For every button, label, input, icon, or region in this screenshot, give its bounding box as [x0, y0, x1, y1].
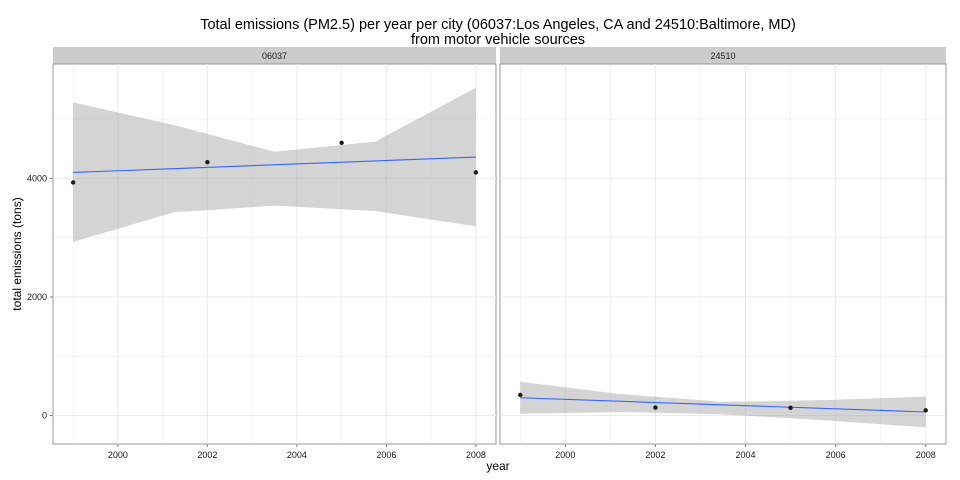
- y-axis-title: total emissions (tons): [10, 197, 24, 310]
- regression-line: [520, 397, 926, 413]
- strip-label-24510: 24510: [710, 51, 735, 61]
- y-axis: 0 2000 4000: [27, 173, 53, 421]
- x-tick-label: 2004: [736, 450, 756, 460]
- x-tick-label: 2002: [645, 450, 665, 460]
- panel-area: [52, 63, 497, 445]
- data-point: [473, 170, 479, 175]
- data-point: [339, 140, 344, 145]
- grid: [53, 64, 496, 444]
- x-tick-label: 2006: [376, 450, 396, 460]
- x-axis-title: year: [486, 459, 509, 473]
- strip-background: [500, 47, 946, 64]
- panel-area: [499, 63, 947, 445]
- x-tick-label: 2000: [108, 450, 128, 460]
- chart-title-line1: Total emissions (PM2.5) per year per cit…: [200, 17, 796, 33]
- x-tick-label: 2008: [916, 450, 936, 460]
- x-tick-label: 2006: [826, 450, 846, 460]
- fit-line: [520, 397, 926, 413]
- x-axis: 2000 2002 2004 2006 2008 2000 2002 2004 2006 2008: [108, 444, 936, 460]
- panel-24510: 24510: [499, 47, 947, 445]
- panel-06037: 06037: [52, 47, 497, 445]
- data-point: [70, 180, 76, 185]
- strip-background: [53, 47, 496, 64]
- data-point: [205, 159, 210, 165]
- x-tick-label: 2004: [287, 450, 307, 460]
- y-tick-label: 4000: [27, 173, 47, 183]
- y-tick-label: 2000: [27, 292, 47, 302]
- x-tick-label: 2008: [466, 450, 486, 460]
- y-tick-label: 0: [42, 411, 47, 421]
- data-point: [923, 408, 928, 413]
- data-points: [518, 392, 928, 413]
- data-points: [70, 140, 479, 185]
- x-tick-label: 2002: [197, 450, 217, 460]
- fit-line: [73, 156, 476, 174]
- data-point: [788, 405, 793, 411]
- strip-label-06037: 06037: [262, 51, 287, 61]
- x-tick-label: 2000: [555, 450, 575, 460]
- grid: [500, 64, 946, 444]
- data-point: [653, 405, 658, 410]
- data-point: [518, 392, 523, 398]
- regression-line: [73, 156, 476, 174]
- chart-title-line2: from motor vehicle sources: [411, 32, 585, 48]
